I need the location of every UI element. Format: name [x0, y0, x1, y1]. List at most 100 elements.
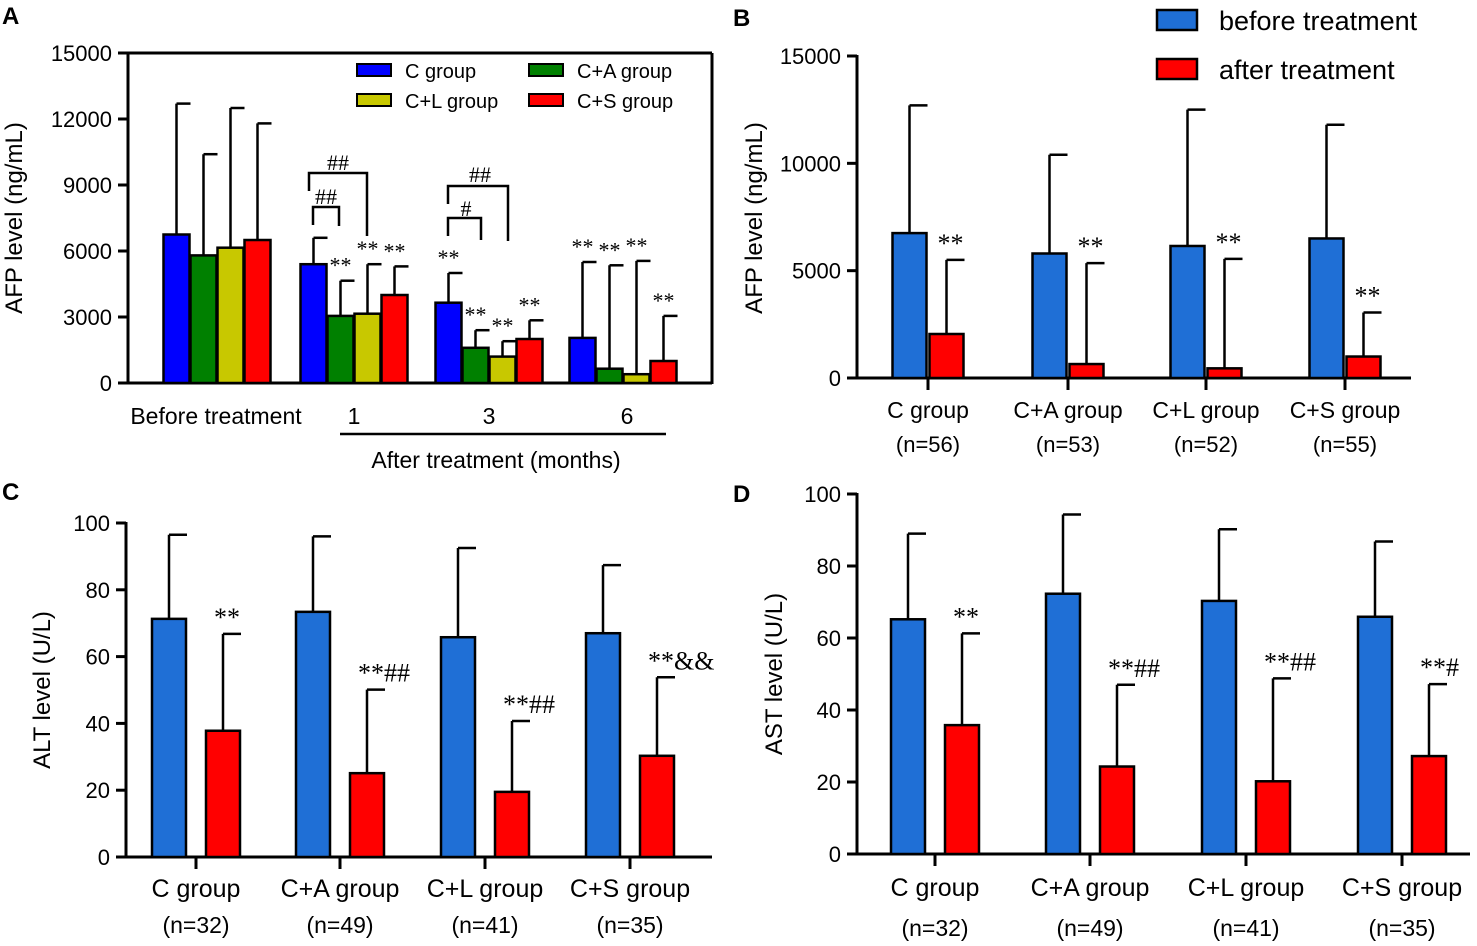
panel-c-chart: 0 20 40 60 80 100 ALT level (U/L) ** **## **## **&… — [29, 511, 714, 938]
bar-before-treatment — [294, 610, 332, 859]
panel-a-letter: A — [2, 3, 19, 30]
sample-size-label: (n=52) — [1174, 432, 1238, 457]
bar-before-treatment — [889, 618, 927, 856]
x-category-label: C+L group — [1152, 397, 1259, 423]
significance-label: ** — [438, 245, 460, 270]
bar-before-treatment — [1031, 252, 1068, 380]
legend-swatch — [356, 93, 392, 107]
comparison-bracket — [446, 216, 483, 240]
y-tick-label: 6000 — [63, 239, 112, 264]
sample-size-label: (n=41) — [451, 912, 518, 938]
significance-label: ** — [357, 236, 379, 261]
y-tick-label: 100 — [73, 511, 110, 536]
bar-c-group — [568, 336, 597, 385]
bar-c-a-group — [595, 367, 624, 385]
y-axis-label: AST level (U/L) — [761, 593, 788, 755]
comparison-bracket — [311, 205, 341, 226]
bar-c-l-group — [216, 246, 245, 385]
bar-before-treatment — [1169, 244, 1206, 380]
bar-after-treatment — [493, 790, 531, 859]
x-category-label: 6 — [621, 403, 634, 429]
sample-size-label: (n=56) — [896, 432, 960, 457]
y-tick-label: 20 — [86, 778, 110, 803]
x-category-label: C group — [887, 397, 969, 423]
panel-b-letter: B — [733, 5, 750, 32]
legend-label: C+S group — [577, 91, 673, 113]
bar-c-group — [162, 233, 191, 385]
significance-label: ** — [492, 313, 514, 338]
y-tick-label: 5000 — [792, 259, 841, 284]
sample-size-label: (n=41) — [1212, 915, 1279, 941]
x-category-label: C+S group — [1342, 874, 1462, 902]
y-axis-label: AFP level (ng/mL) — [741, 122, 768, 314]
x-category-label: Before treatment — [130, 403, 302, 429]
y-tick-label: 80 — [817, 554, 841, 579]
y-tick-label: 20 — [817, 770, 841, 795]
sample-size-label: (n=53) — [1036, 432, 1100, 457]
bar-c-s-group — [515, 337, 544, 385]
x-category-label: C group — [891, 874, 980, 902]
bar-after-treatment — [928, 332, 965, 380]
legend-swatch — [528, 93, 564, 107]
bar-after-treatment — [1206, 367, 1243, 380]
y-tick-label: 40 — [817, 698, 841, 723]
bar-c-group — [434, 301, 463, 385]
x-category-label: C+A group — [1031, 874, 1150, 902]
significance-label: **# — [1420, 653, 1459, 682]
comparison-bracket — [446, 184, 510, 241]
x-category-label: C+S group — [570, 875, 690, 903]
after-treatment-label: After treatment (months) — [371, 447, 620, 473]
bar-after-treatment — [943, 723, 981, 856]
x-category-label: 1 — [348, 403, 361, 429]
y-axis-label: ALT level (U/L) — [29, 611, 56, 769]
bar-c-s-group — [649, 359, 678, 385]
significance-label: ** — [519, 292, 541, 317]
bracket-label: ## — [327, 150, 349, 175]
x-category-label: C+S group — [1290, 397, 1401, 423]
bar-c-a-group — [461, 346, 490, 385]
significance-label: ** — [330, 253, 352, 278]
bar-after-treatment — [1410, 754, 1448, 856]
bracket-label: # — [461, 196, 472, 221]
legend-label: C group — [405, 61, 476, 83]
panel-d-letter: D — [733, 481, 750, 508]
bar-before-treatment — [1044, 592, 1082, 856]
legend-swatch — [356, 63, 392, 77]
legend-label: before treatment — [1219, 6, 1418, 36]
bar-c-l-group — [353, 312, 382, 385]
legend-label: after treatment — [1219, 55, 1395, 85]
sample-size-label: (n=32) — [901, 915, 968, 941]
bar-before-treatment — [1308, 237, 1345, 380]
bar-after-treatment — [1098, 765, 1136, 856]
y-tick-label: 3000 — [63, 305, 112, 330]
bar-c-a-group — [326, 314, 355, 385]
panel-a-chart: 0 3000 6000 9000 12000 15000 AFP level (ng/mL)… — [1, 41, 714, 473]
panel-c-letter: C — [2, 479, 19, 506]
y-tick-label: 0 — [829, 366, 841, 391]
significance-label: ** — [599, 237, 621, 262]
bar-after-treatment — [638, 754, 676, 859]
bar-after-treatment — [1068, 362, 1105, 380]
y-tick-label: 10000 — [780, 151, 841, 176]
significance-label: ** — [953, 602, 979, 631]
y-tick-label: 0 — [829, 842, 841, 867]
significance-label: ** — [214, 603, 240, 632]
significance-label: ** — [1078, 232, 1104, 261]
x-category-label: C+A group — [1013, 397, 1122, 423]
bar-c-s-group — [380, 293, 409, 385]
significance-label: ** — [938, 229, 964, 258]
x-category-label: C+A group — [281, 875, 400, 903]
legend-swatch — [528, 63, 564, 77]
significance-label: **## — [503, 690, 555, 719]
legend-label: C+L group — [405, 91, 498, 113]
significance-label: **## — [1108, 654, 1160, 683]
significance-label: ** — [1216, 228, 1242, 257]
panel-b-chart: 0 5000 10000 15000 AFP level (ng/mL) ** ** ** **… — [741, 6, 1418, 457]
bar-before-treatment — [584, 631, 622, 859]
bar-c-l-group — [622, 372, 651, 385]
significance-label: ** — [626, 233, 648, 258]
bar-after-treatment — [348, 771, 386, 859]
y-tick-label: 60 — [86, 645, 110, 670]
y-tick-label: 15000 — [51, 41, 112, 66]
bar-c-l-group — [488, 355, 517, 385]
